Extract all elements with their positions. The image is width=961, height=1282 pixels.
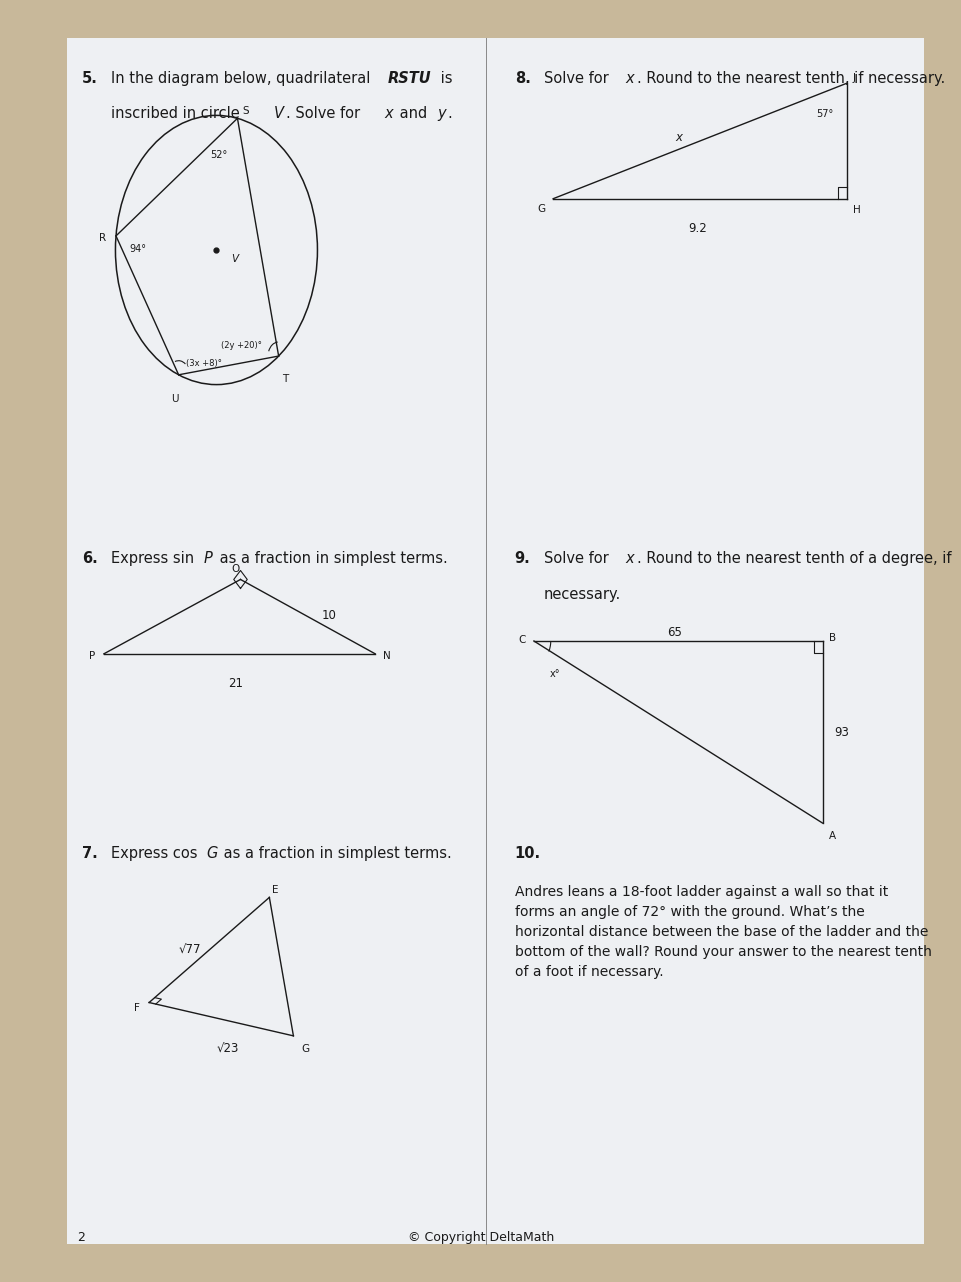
Text: G: G <box>301 1044 308 1054</box>
Text: Solve for: Solve for <box>543 71 612 86</box>
Text: is: is <box>435 71 452 86</box>
Text: (2y +20)°: (2y +20)° <box>221 341 261 350</box>
Text: H: H <box>852 205 860 215</box>
Text: 94°: 94° <box>130 244 146 254</box>
Text: V: V <box>231 254 237 264</box>
Text: N: N <box>382 651 390 662</box>
Text: . Round to the nearest tenth, if necessary.: . Round to the nearest tenth, if necessa… <box>636 71 944 86</box>
Text: 2: 2 <box>77 1231 85 1244</box>
Text: F: F <box>134 1003 139 1013</box>
Text: G: G <box>537 204 545 214</box>
Text: In the diagram below, quadrilateral: In the diagram below, quadrilateral <box>111 71 374 86</box>
Text: P: P <box>88 651 94 662</box>
Text: x: x <box>675 131 682 144</box>
Text: (3x +8)°: (3x +8)° <box>186 359 222 368</box>
Text: √77: √77 <box>179 944 201 956</box>
Text: J: J <box>851 73 854 83</box>
Text: Express cos: Express cos <box>111 846 202 862</box>
Text: © Copyright DeltaMath: © Copyright DeltaMath <box>407 1231 554 1244</box>
Bar <box>67 38 923 1244</box>
Text: 8.: 8. <box>514 71 530 86</box>
Text: 9.2: 9.2 <box>687 222 706 235</box>
Text: 10: 10 <box>321 609 335 622</box>
Text: RSTU: RSTU <box>387 71 431 86</box>
Text: Express sin: Express sin <box>111 551 198 567</box>
Text: necessary.: necessary. <box>543 587 620 603</box>
Text: 10.: 10. <box>514 846 540 862</box>
Text: Solve for: Solve for <box>543 551 612 567</box>
Text: 7.: 7. <box>82 846 97 862</box>
Text: .: . <box>447 106 452 122</box>
Text: inscribed in circle: inscribed in circle <box>111 106 244 122</box>
Text: as a fraction in simplest terms.: as a fraction in simplest terms. <box>215 551 448 567</box>
Text: V: V <box>274 106 283 122</box>
Text: O: O <box>232 564 239 574</box>
Text: C: C <box>518 635 526 645</box>
Text: Andres leans a 18-foot ladder against a wall so that it
forms an angle of 72° wi: Andres leans a 18-foot ladder against a … <box>514 885 930 978</box>
Text: T: T <box>283 374 288 385</box>
Text: P: P <box>204 551 212 567</box>
Text: 52°: 52° <box>210 150 228 160</box>
Text: √23: √23 <box>216 1042 238 1055</box>
Text: 9.: 9. <box>514 551 530 567</box>
Text: S: S <box>242 105 249 115</box>
Text: 5.: 5. <box>82 71 98 86</box>
Text: x°: x° <box>549 669 559 679</box>
Text: R: R <box>99 233 106 244</box>
Text: B: B <box>828 633 835 644</box>
Text: . Round to the nearest tenth of a degree, if: . Round to the nearest tenth of a degree… <box>636 551 950 567</box>
Text: 93: 93 <box>833 726 848 738</box>
Text: 21: 21 <box>228 677 243 690</box>
Text: U: U <box>171 394 178 404</box>
Text: 6.: 6. <box>82 551 97 567</box>
Text: x: x <box>625 551 633 567</box>
Text: G: G <box>207 846 218 862</box>
Text: y: y <box>437 106 446 122</box>
Text: E: E <box>272 885 279 895</box>
Text: x: x <box>384 106 393 122</box>
Text: 57°: 57° <box>815 109 832 119</box>
Text: and: and <box>395 106 431 122</box>
Text: . Solve for: . Solve for <box>285 106 364 122</box>
Text: x: x <box>625 71 633 86</box>
Text: 65: 65 <box>666 626 680 638</box>
Text: as a fraction in simplest terms.: as a fraction in simplest terms. <box>219 846 452 862</box>
Text: A: A <box>828 831 835 841</box>
